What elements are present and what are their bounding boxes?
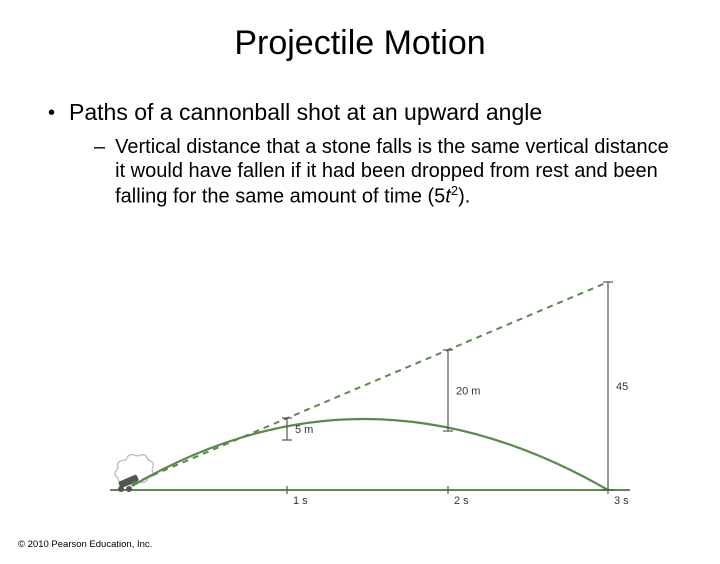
svg-text:3 s: 3 s (614, 495, 629, 507)
bullet-dash: – (94, 135, 105, 159)
svg-text:1 s: 1 s (293, 495, 308, 507)
svg-text:5 m: 5 m (295, 424, 313, 436)
bullet-sub: – Vertical distance that a stone falls i… (94, 135, 670, 209)
copyright-text: © 2010 Pearson Education, Inc. (18, 539, 152, 550)
svg-text:45 m: 45 m (616, 381, 630, 393)
trajectory-diagram: 5 m 1 s 20 m 2 s 45 m 3 s (110, 280, 630, 510)
svg-text:20 m: 20 m (456, 386, 480, 398)
svg-text:2 s: 2 s (454, 495, 469, 507)
bullet-sub-suffix: ). (458, 186, 470, 208)
bullet-main-text: Paths of a cannonball shot at an upward … (69, 99, 542, 126)
page-title: Projectile Motion (0, 24, 720, 63)
trajectory-svg: 5 m 1 s 20 m 2 s 45 m 3 s (110, 280, 630, 510)
bullet-sub-prefix: Vertical distance that a stone falls is … (115, 136, 669, 208)
bullet-sub-text: Vertical distance that a stone falls is … (115, 135, 670, 209)
bullet-sub-sup: 2 (451, 183, 458, 198)
bullet-dot: • (48, 99, 55, 127)
bullet-main: • Paths of a cannonball shot at an upwar… (48, 99, 720, 127)
